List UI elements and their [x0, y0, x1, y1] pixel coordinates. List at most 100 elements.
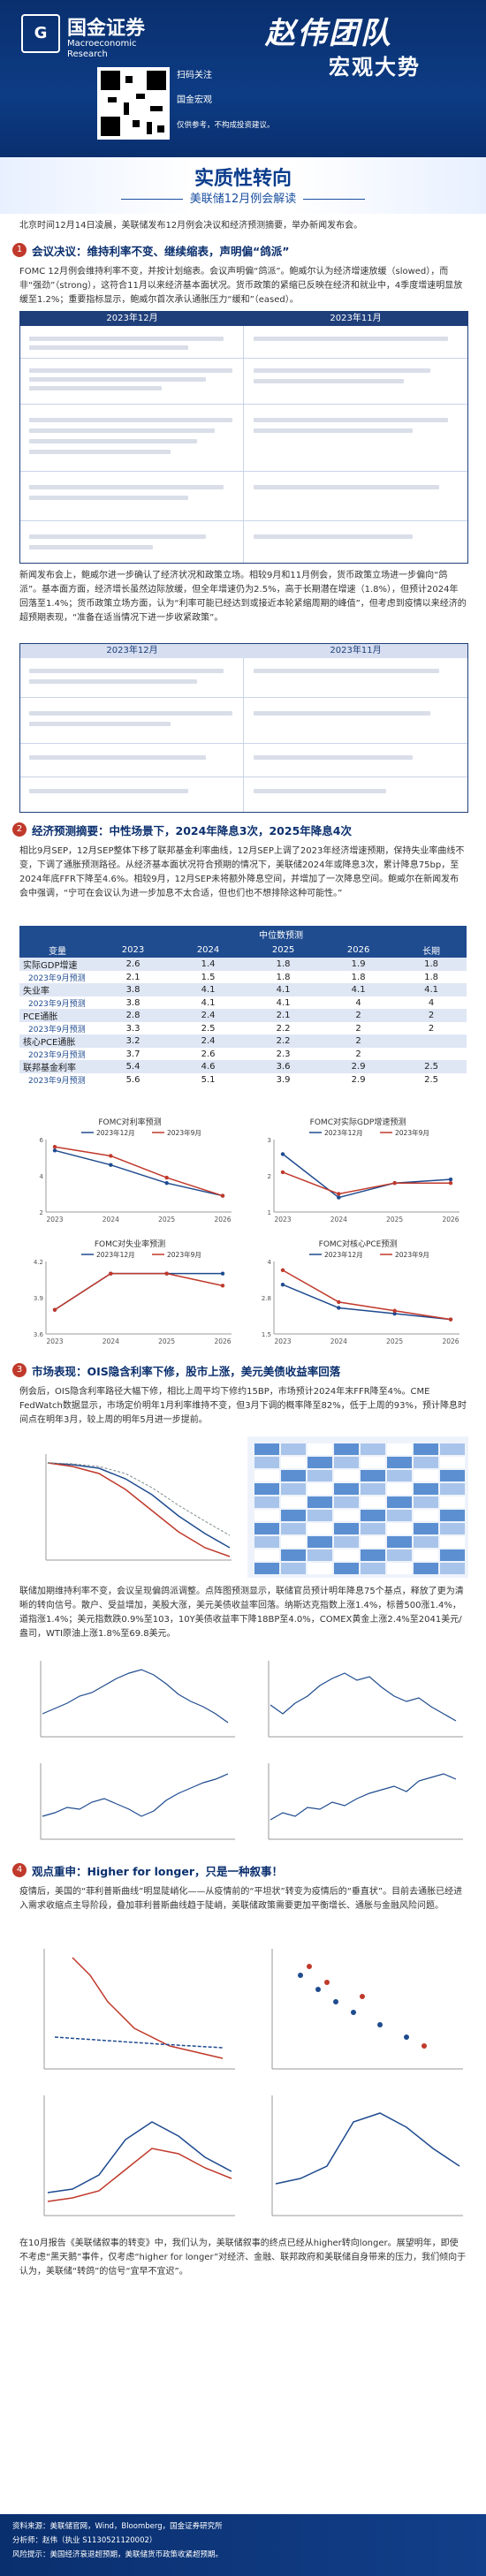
ois-implied-rate-chart [19, 1436, 240, 1578]
heatmap-cell [308, 1510, 332, 1521]
chart-us-treasury-yield [19, 1652, 240, 1749]
heatmap-cell [361, 1549, 385, 1561]
heatmap-cell [254, 1457, 279, 1468]
heatmap-cell [254, 1483, 279, 1495]
heatmap-cell [308, 1549, 332, 1561]
legend-label: 2023年9月 [395, 1250, 429, 1259]
sep-cell: 4 [428, 997, 435, 1008]
legend-label: 2023年9月 [167, 1250, 201, 1259]
heatmap-cell [254, 1563, 279, 1574]
series-line [282, 1284, 452, 1321]
data-point [52, 1307, 57, 1312]
x-tick-label: 2026 [442, 1337, 459, 1345]
heatmap-cell [414, 1563, 438, 1574]
series-line [282, 1269, 452, 1321]
sep-cell: 1.9 [321, 958, 397, 971]
paragraph: 例会后，OIS隐含利率路径大幅下修，相比上周平均下修约15BP，市场预计2024… [19, 1387, 467, 1425]
heatmap-cell [440, 1470, 465, 1481]
sep-table-row: 2023年9月预测 3.3 2.5 2.2 2 2 [19, 1022, 467, 1034]
heatmap-cell [387, 1457, 412, 1468]
series-line [282, 1171, 451, 1195]
data-point [337, 1195, 341, 1200]
section-number-icon: 2 [12, 822, 27, 837]
heatmap-cell [281, 1443, 306, 1455]
heatmap-cell [281, 1563, 306, 1574]
sep-cell: 2.6 [201, 1049, 216, 1059]
heatmap-cell [308, 1457, 332, 1468]
sep-cell: 5.6 [125, 1074, 140, 1085]
data-point [337, 1306, 341, 1310]
legend-label: 2023年9月 [167, 1128, 201, 1137]
heatmap-cell [334, 1563, 359, 1574]
legend-label: 2023年12月 [96, 1128, 135, 1137]
heatmap-cell [440, 1523, 465, 1534]
heatmap-cell [387, 1443, 412, 1455]
data-point [164, 1271, 169, 1276]
chart-sp500 [19, 1754, 240, 1852]
heatmap-cell [387, 1523, 412, 1534]
y-tick-label: 3.9 [34, 1295, 43, 1302]
sep-cell: 2 [321, 1034, 397, 1048]
sep-cell: 1.8 [424, 972, 439, 982]
sep-cell: 2 [321, 1009, 397, 1022]
x-tick-label: 2023 [274, 1337, 291, 1345]
sep-cell: 4.1 [321, 983, 397, 996]
fedwatch-probability-heatmap [247, 1436, 468, 1578]
table-header-cell: 2023年11月 [330, 646, 382, 655]
y-tick-label: 1.5 [262, 1331, 271, 1338]
heatmap-cell [361, 1470, 385, 1481]
data-point [392, 1311, 397, 1316]
heatmap-cell [281, 1523, 306, 1534]
heatmap-cell [254, 1470, 279, 1481]
heatmap-cell [334, 1549, 359, 1561]
paragraph: 在10月报告《美联储叙事的转变》中，我们认为，美联储叙事的终点已经从higher… [19, 2239, 467, 2277]
qr-code[interactable] [97, 67, 170, 140]
y-tick-label: 6 [40, 1137, 44, 1144]
heatmap-cell [254, 1523, 279, 1534]
heatmap-cell [440, 1549, 465, 1561]
sep-cell: 4.1 [201, 997, 216, 1008]
heatmap-cell [414, 1496, 438, 1508]
heatmap-cell [308, 1443, 332, 1455]
paragraph: 相比9月SEP，12月SEP整体下移了联邦基金利率曲线，12月SEP上调了202… [19, 846, 465, 898]
heatmap-cell [334, 1483, 359, 1495]
sep-cell: 4.6 [171, 1060, 247, 1073]
x-tick-label: 2026 [442, 1216, 459, 1224]
data-point [337, 1299, 341, 1305]
heatmap-cell [308, 1470, 332, 1481]
data-point [164, 1181, 169, 1186]
data-point [280, 1268, 285, 1273]
sep-cell [396, 1034, 467, 1048]
x-tick-label: 2025 [386, 1216, 403, 1224]
sep-cell: 3.9 [276, 1074, 291, 1085]
labor-market-chart [247, 2087, 468, 2228]
section-title: 经济预测摘要：中性场景下，2024年降息3次，2025年降息4次 [32, 823, 352, 837]
qr-label-2: 国金宏观 [177, 95, 212, 105]
sep-cell: 3.7 [125, 1049, 140, 1059]
heatmap-cell [334, 1443, 359, 1455]
series-line [54, 1146, 224, 1197]
heatmap-cell [361, 1496, 385, 1508]
sep-table-title: 中位数预测 [95, 926, 467, 942]
y-tick-label: 2.8 [262, 1295, 271, 1302]
footer-analyst: 分析师：赵伟（执业 S1130521120002） [12, 2536, 157, 2545]
sep-cell: 4.1 [276, 997, 291, 1008]
heatmap-cell [281, 1510, 306, 1521]
sep-cell: 2.5 [424, 1074, 439, 1085]
phillips-curve-chart [19, 1940, 240, 2081]
data-point [280, 1170, 285, 1175]
sep-cell: 1.8 [351, 972, 366, 982]
section-heading: 1 会议决议：维持利率不变、继续缩表，声明偏“鸽派” [12, 240, 289, 260]
series-line [54, 1149, 224, 1197]
series-line [54, 1272, 224, 1311]
heatmap-cell [414, 1523, 438, 1534]
heatmap-cell [281, 1457, 306, 1468]
sep-cell: 3.8 [125, 997, 140, 1008]
publish-note: 仅供参考，不构成投资建议。 [177, 121, 275, 130]
heatmap-cell [387, 1536, 412, 1548]
heatmap-cell [254, 1443, 279, 1455]
x-tick-label: 2024 [330, 1337, 347, 1345]
data-point [109, 1163, 113, 1167]
heatmap-cell [414, 1536, 438, 1548]
